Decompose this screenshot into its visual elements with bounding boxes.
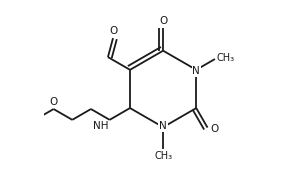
Text: CH₃: CH₃	[217, 53, 235, 63]
Text: CH₃: CH₃	[154, 151, 172, 161]
Text: NH: NH	[93, 121, 109, 131]
Text: O: O	[110, 26, 118, 36]
Text: N: N	[192, 66, 200, 76]
Text: O: O	[159, 16, 167, 26]
Text: O: O	[210, 124, 219, 134]
Text: N: N	[159, 121, 167, 131]
Text: O: O	[49, 97, 58, 107]
